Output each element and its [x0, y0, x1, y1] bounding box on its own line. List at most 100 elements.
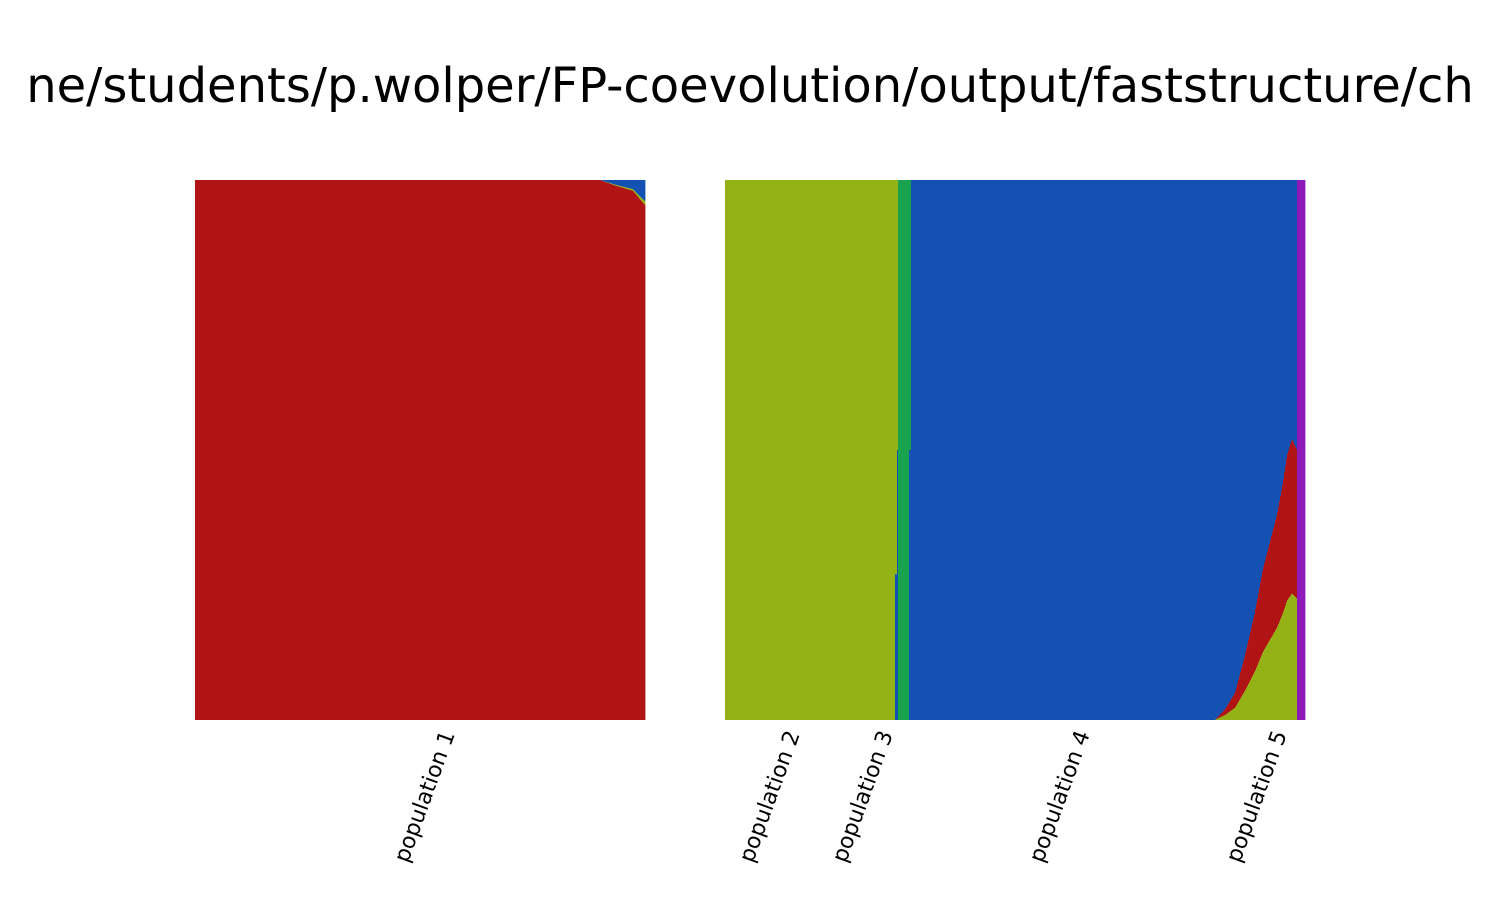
bar-1026-cluster-3 [1221, 180, 1223, 713]
bar-448-cluster-0 [643, 203, 645, 721]
bar-1057-cluster-3 [1252, 180, 1254, 623]
bar-1047-cluster-1 [1242, 695, 1244, 720]
bar-412-cluster-3 [607, 180, 609, 183]
bar-1022-cluster-0 [1217, 717, 1219, 719]
bar-438-cluster-3 [633, 180, 635, 190]
bar-1073-cluster-1 [1268, 642, 1270, 720]
bar-1099-cluster-1 [1294, 596, 1296, 720]
bar-1035-cluster-3 [1230, 180, 1232, 701]
bar-1021-cluster-3 [1216, 180, 1218, 719]
bar-1033-cluster-1 [1228, 712, 1230, 720]
bar-440-cluster-0 [635, 193, 637, 721]
bar-417-cluster-3 [612, 180, 614, 184]
bar-1066-cluster-0 [1261, 576, 1263, 656]
bar-428-cluster-3 [623, 180, 625, 187]
bar-1022-cluster-1 [1217, 718, 1219, 720]
bar-434-cluster-1 [629, 188, 631, 190]
bar-1068-cluster-3 [1263, 180, 1265, 567]
bar-1077-cluster-1 [1272, 635, 1274, 720]
bar-1028-cluster-1 [1223, 715, 1225, 720]
bar-1042-cluster-0 [1237, 683, 1239, 704]
bar-1035-cluster-0 [1230, 700, 1232, 712]
bar-1076-cluster-0 [1271, 536, 1273, 638]
bar-1055-cluster-0 [1250, 631, 1252, 681]
bar-block-9-cluster-4 [1297, 180, 1306, 720]
bar-1038-cluster-0 [1233, 695, 1235, 709]
bar-1079-cluster-3 [1274, 180, 1276, 525]
bar-1054-cluster-3 [1249, 180, 1251, 636]
bar-1083-cluster-0 [1278, 506, 1280, 625]
bar-1050-cluster-3 [1245, 180, 1247, 654]
bar-446-cluster-1 [641, 197, 643, 201]
bar-433-cluster-0 [628, 189, 630, 720]
bar-415-cluster-0 [610, 183, 612, 720]
bar-425-cluster-0 [620, 187, 622, 721]
bar-418-cluster-3 [613, 180, 615, 185]
bar-1081-cluster-1 [1276, 628, 1278, 720]
bar-425-cluster-3 [620, 180, 622, 186]
bar-1039-cluster-1 [1234, 708, 1236, 720]
bar-1073-cluster-3 [1268, 180, 1270, 548]
bar-437-cluster-3 [632, 180, 634, 190]
bar-1034-cluster-0 [1229, 701, 1231, 712]
x-tick-label-population-2: population 2 [735, 728, 806, 866]
bar-436-cluster-1 [631, 188, 633, 191]
bar-430-cluster-0 [625, 188, 627, 721]
bar-419-cluster-3 [614, 180, 616, 185]
bar-1042-cluster-3 [1237, 180, 1239, 684]
bar-1051-cluster-1 [1246, 687, 1248, 720]
bar-1028-cluster-3 [1223, 180, 1225, 711]
bar-1062-cluster-0 [1257, 598, 1259, 666]
bar-1053-cluster-3 [1248, 180, 1250, 641]
bar-1085-cluster-1 [1280, 619, 1282, 720]
bar-1087-cluster-0 [1282, 485, 1284, 615]
bar-435-cluster-0 [630, 190, 632, 721]
bar-432-cluster-1 [627, 187, 629, 190]
bar-1040-cluster-3 [1235, 180, 1237, 692]
bar-1024-cluster-3 [1219, 180, 1221, 716]
bar-445-cluster-3 [640, 180, 642, 197]
bar-425-cluster-1 [620, 185, 622, 188]
bar-1093-cluster-1 [1288, 598, 1290, 720]
bar-1091-cluster-1 [1286, 602, 1288, 720]
bar-1084-cluster-3 [1279, 180, 1281, 502]
bar-431-cluster-1 [626, 187, 628, 189]
bar-1080-cluster-1 [1275, 630, 1277, 720]
bar-416-cluster-3 [611, 180, 613, 184]
bar-448-cluster-1 [643, 199, 645, 204]
bar-431-cluster-0 [626, 188, 628, 721]
bar-1023-cluster-3 [1218, 180, 1220, 717]
bar-434-cluster-0 [629, 189, 631, 720]
bar-446-cluster-0 [641, 201, 643, 720]
bar-1083-cluster-3 [1278, 180, 1280, 507]
bar-424-cluster-0 [619, 186, 621, 720]
bar-1034-cluster-3 [1229, 180, 1231, 702]
bar-410-cluster-3 [605, 180, 607, 182]
bar-1069-cluster-1 [1264, 649, 1266, 720]
bar-1044-cluster-0 [1239, 675, 1241, 701]
bar-1088-cluster-0 [1283, 479, 1285, 612]
bar-1026-cluster-1 [1221, 716, 1223, 720]
bar-1046-cluster-0 [1241, 668, 1243, 697]
bar-1025-cluster-0 [1220, 714, 1222, 718]
bar-442-cluster-1 [637, 193, 639, 197]
bar-1089-cluster-3 [1284, 180, 1286, 473]
bar-1030-cluster-3 [1225, 180, 1227, 709]
bar-444-cluster-0 [639, 198, 641, 721]
bar-1086-cluster-0 [1281, 490, 1283, 617]
bar-1046-cluster-1 [1241, 696, 1243, 720]
bar-1045-cluster-0 [1240, 672, 1242, 699]
bar-1089-cluster-0 [1284, 472, 1286, 609]
bar-1049-cluster-1 [1244, 691, 1246, 720]
bar-443-cluster-0 [638, 197, 640, 720]
bar-441-cluster-1 [636, 192, 638, 195]
bar-441-cluster-0 [636, 195, 638, 720]
bar-1045-cluster-3 [1240, 180, 1242, 673]
bar-434-cluster-3 [629, 180, 631, 189]
bar-424-cluster-3 [619, 180, 621, 186]
bar-1090-cluster-3 [1285, 180, 1287, 466]
bar-1070-cluster-3 [1265, 180, 1267, 560]
bar-1086-cluster-1 [1281, 616, 1283, 720]
bar-413-cluster-3 [608, 180, 610, 183]
bar-412-cluster-0 [607, 182, 609, 720]
